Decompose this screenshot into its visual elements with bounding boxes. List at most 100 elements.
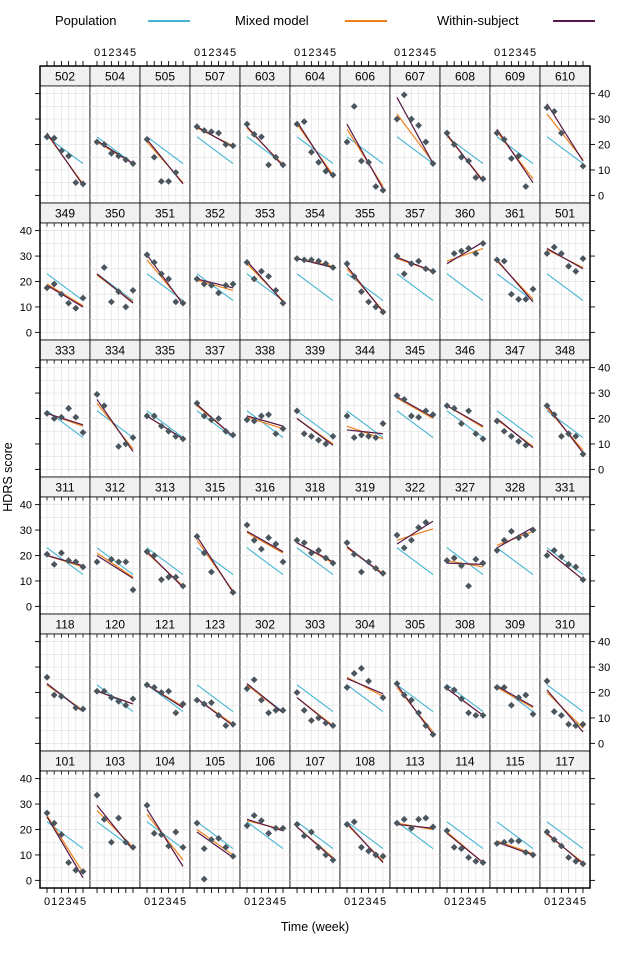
data-point <box>43 673 51 681</box>
legend: Population Mixed model Within-subject <box>0 0 624 36</box>
mixed-model-line <box>246 532 284 554</box>
data-point <box>465 407 472 415</box>
data-point <box>115 288 122 296</box>
within-subject-line <box>496 526 534 549</box>
data-point <box>350 818 358 826</box>
data-point <box>322 851 330 859</box>
data-point <box>493 684 501 691</box>
data-point <box>222 281 230 289</box>
data-point <box>315 843 322 851</box>
data-point <box>579 720 587 728</box>
population-line <box>446 273 484 302</box>
data-point <box>293 255 301 263</box>
x-tick-label-top: 2 <box>508 47 514 59</box>
mixed-model-line <box>346 128 384 187</box>
data-point <box>129 287 137 294</box>
y-tick-label-left: 10 <box>20 850 32 862</box>
x-tick-label-top: 5 <box>530 47 536 59</box>
panel-349: 349 <box>39 202 91 341</box>
data-point <box>422 407 430 415</box>
panel-312: 312 <box>89 476 141 615</box>
data-point <box>315 158 322 166</box>
population-line <box>296 410 334 439</box>
within-subject-line <box>396 520 434 545</box>
y-tick-label-left: 0 <box>26 327 32 339</box>
data-point <box>293 689 301 696</box>
data-point <box>508 155 515 162</box>
x-tick-label-bottom: 3 <box>266 896 272 908</box>
data-point <box>472 430 480 438</box>
x-tick-label-bottom: 4 <box>73 896 79 908</box>
data-point <box>579 162 587 170</box>
x-tick-label-bottom: 2 <box>358 896 364 908</box>
data-point <box>315 436 322 444</box>
strip-label: 609 <box>505 70 525 84</box>
within-subject-line <box>46 284 84 308</box>
population-line <box>496 273 534 302</box>
data-point <box>543 104 551 112</box>
data-point <box>250 130 258 138</box>
y-tick-label-right: 30 <box>598 662 610 674</box>
strip-label: 302 <box>255 618 275 632</box>
data-point <box>465 709 472 717</box>
data-point <box>165 687 172 695</box>
data-point <box>193 399 201 407</box>
data-point <box>429 267 437 275</box>
strip-label: 353 <box>255 207 275 221</box>
data-point <box>65 152 72 160</box>
data-point <box>165 275 172 283</box>
strip-label: 610 <box>555 70 575 84</box>
x-tick-label-top: 3 <box>116 47 122 59</box>
data-point <box>193 819 201 827</box>
x-tick-label-top: 0 <box>494 47 500 59</box>
data-point <box>372 183 380 190</box>
data-point <box>422 519 430 526</box>
data-point <box>115 558 122 566</box>
data-point <box>543 828 551 836</box>
panel-603: 603 <box>239 65 291 204</box>
data-point <box>229 852 237 860</box>
y-tick-label-left: 40 <box>20 500 32 512</box>
data-point <box>72 413 80 421</box>
data-point <box>322 167 330 175</box>
x-tick-label-bottom: 3 <box>566 896 572 908</box>
strip-label: 338 <box>255 344 275 358</box>
data-point <box>358 288 365 296</box>
x-axes: 0 1 2 3 4 50 1 2 3 4 50 1 2 3 4 50 1 2 3 4 50 1 2 3 4 50 1 2 3 4 50 1 2 3… <box>44 47 586 908</box>
data-point <box>572 857 580 865</box>
data-point <box>443 402 451 410</box>
strip-label: 501 <box>555 207 575 221</box>
data-point <box>472 555 480 563</box>
data-point <box>300 118 308 126</box>
data-point <box>50 561 58 568</box>
data-point <box>422 138 430 146</box>
data-point <box>158 177 165 185</box>
data-point <box>565 854 572 861</box>
x-axis-title: Time (week) <box>281 920 349 934</box>
panel-304: 304 <box>339 613 391 752</box>
x-tick-label-bottom: 2 <box>558 896 564 908</box>
panel-302: 302 <box>239 613 291 752</box>
data-point <box>529 526 537 534</box>
legend-label-mixed-model: Mixed model <box>235 13 309 28</box>
panel-345: 345 <box>389 339 441 478</box>
data-point <box>365 558 372 566</box>
data-point <box>72 304 80 312</box>
data-point <box>329 856 337 864</box>
data-point <box>215 711 222 719</box>
panel-331: 331 <box>539 476 591 615</box>
data-point <box>572 563 580 571</box>
data-point <box>393 531 401 539</box>
trellis-chart: 502 504 505 507 603 604 606 607 608 609 610 349 350 3… <box>0 36 624 960</box>
data-point <box>79 180 87 188</box>
data-point <box>150 684 158 691</box>
data-point <box>522 441 530 449</box>
data-point <box>43 284 51 292</box>
data-point <box>122 838 130 846</box>
data-point <box>43 410 51 417</box>
legend-label-population: Population <box>55 13 117 28</box>
data-point <box>72 704 80 712</box>
within-subject-line <box>246 415 284 427</box>
data-point <box>50 819 58 827</box>
data-point <box>379 308 387 316</box>
